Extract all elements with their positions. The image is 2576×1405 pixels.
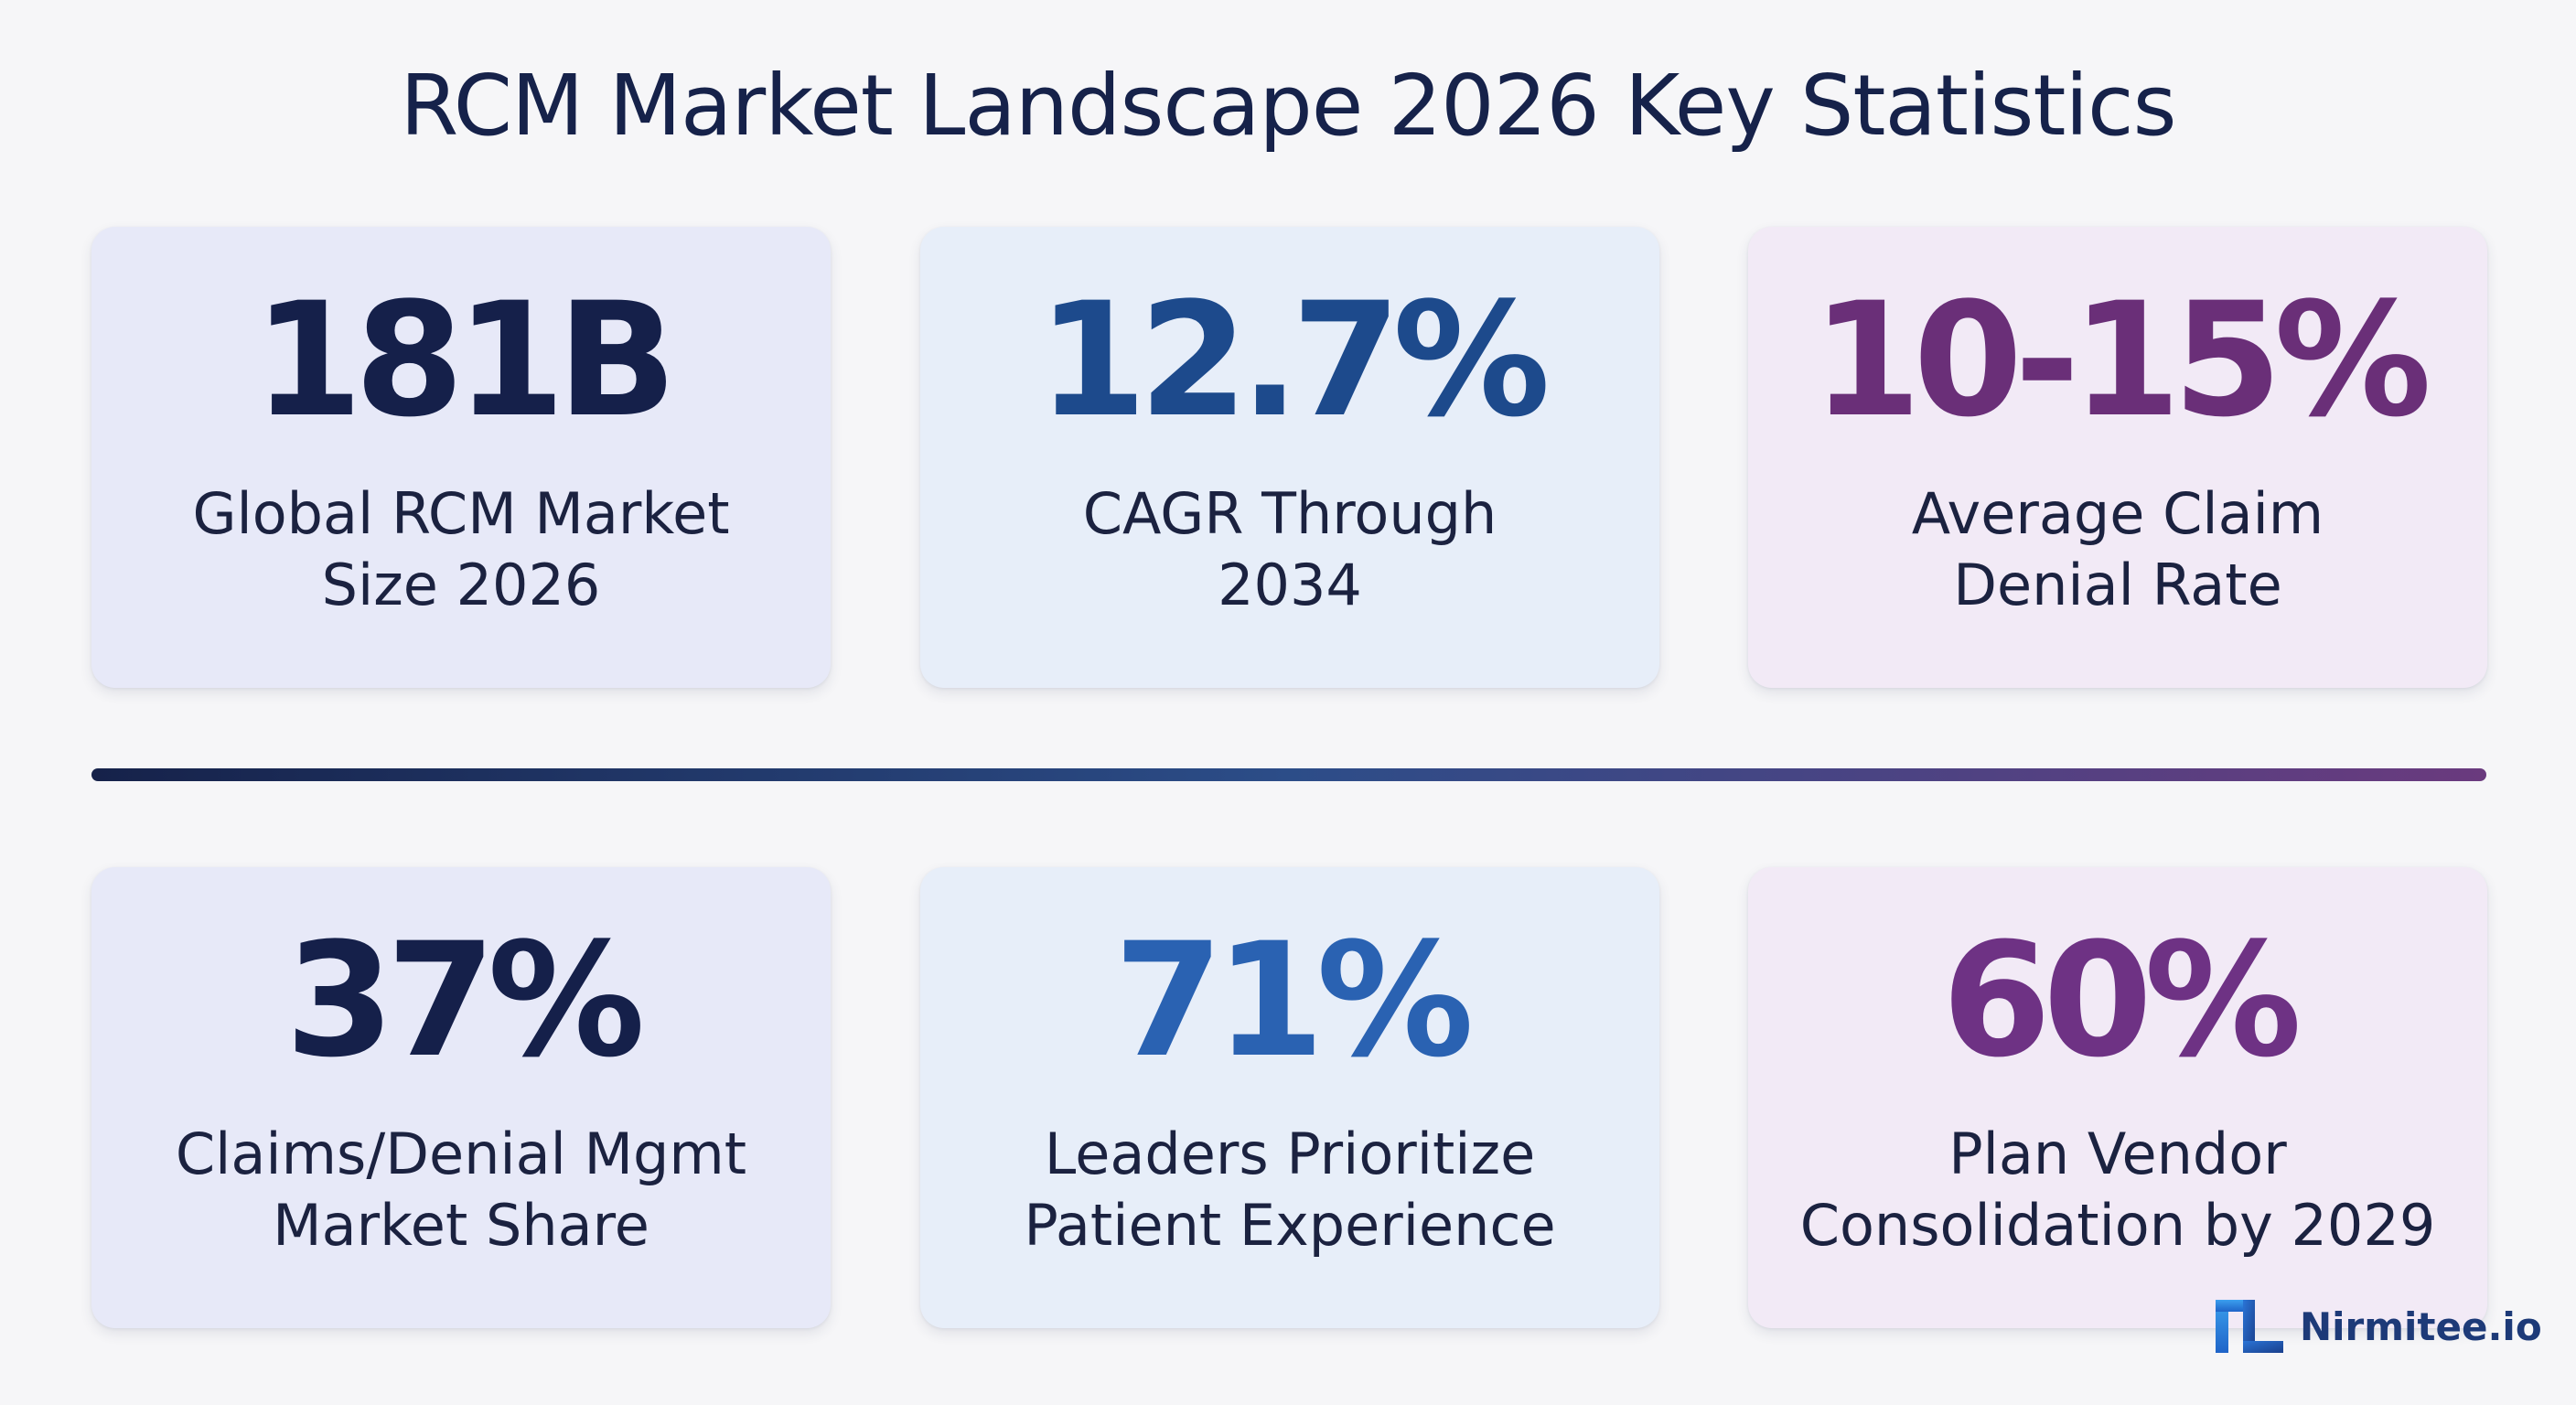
nirmitee-logo-icon	[2216, 1300, 2283, 1353]
stat-value: 12.7%	[1037, 268, 1551, 452]
stat-label: Claims/Denial Mgmt Market Share	[91, 1119, 831, 1261]
stat-label-line: Size 2026	[321, 552, 601, 618]
brand-name: Nirmitee.io	[2300, 1303, 2542, 1349]
stat-label-line: Denial Rate	[1953, 552, 2282, 618]
stat-card-claims-share: 37% Claims/Denial Mgmt Market Share	[91, 867, 831, 1328]
stat-value: 37%	[284, 908, 646, 1092]
stat-label-line: Leaders Prioritize	[1044, 1121, 1536, 1187]
stat-label: Leaders Prioritize Patient Experience	[920, 1119, 1659, 1261]
stat-card-market-size: 181B Global RCM Market Size 2026	[91, 227, 831, 688]
stat-card-patient-experience: 71% Leaders Prioritize Patient Experienc…	[920, 867, 1659, 1328]
stat-label: Global RCM Market Size 2026	[91, 478, 831, 621]
stat-value: 60%	[1941, 908, 2302, 1092]
stat-card-vendor-consolidation: 60% Plan Vendor Consolidation by 2029	[1748, 867, 2487, 1328]
stat-label-line: Plan Vendor	[1948, 1121, 2287, 1187]
stat-label: Plan Vendor Consolidation by 2029	[1748, 1119, 2487, 1261]
stat-label-line: 2034	[1218, 552, 1362, 618]
stat-value: 181B	[252, 268, 677, 452]
stat-card-denial-rate: 10-15% Average Claim Denial Rate	[1748, 227, 2487, 688]
stat-label-line: Global RCM Market	[192, 480, 730, 547]
stat-label-line: CAGR Through	[1082, 480, 1497, 547]
brand-logo: Nirmitee.io	[2216, 1298, 2542, 1355]
stat-label-line: Average Claim	[1911, 480, 2324, 547]
stat-label-line: Patient Experience	[1024, 1192, 1556, 1259]
stat-value: 10-15%	[1811, 268, 2431, 452]
stat-label-line: Consolidation by 2029	[1799, 1192, 2436, 1259]
stat-label-line: Claims/Denial Mgmt	[175, 1121, 747, 1187]
stat-value: 71%	[1113, 908, 1475, 1092]
stat-card-cagr: 12.7% CAGR Through 2034	[920, 227, 1659, 688]
stat-label-line: Market Share	[273, 1192, 649, 1259]
page-title: RCM Market Landscape 2026 Key Statistics	[400, 57, 2176, 155]
section-divider	[91, 768, 2486, 781]
stat-label: CAGR Through 2034	[920, 478, 1659, 621]
stat-label: Average Claim Denial Rate	[1748, 478, 2487, 621]
